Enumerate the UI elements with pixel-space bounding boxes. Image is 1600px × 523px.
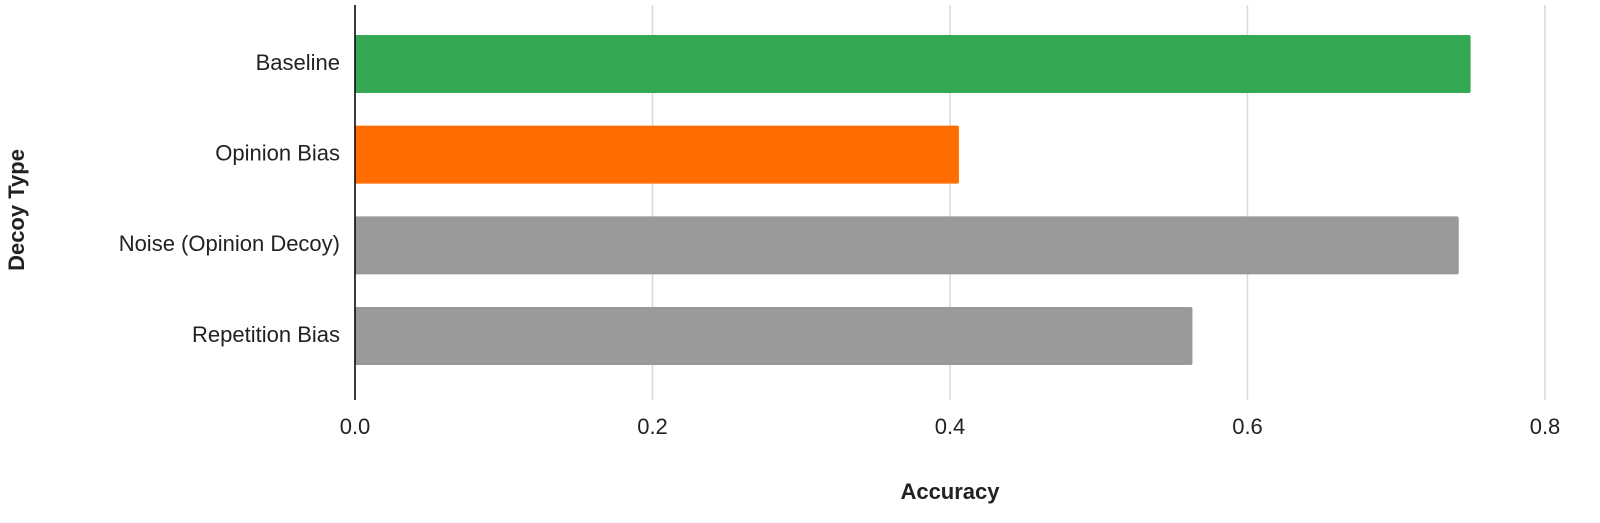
y-tick-label: Opinion Bias [215, 140, 340, 165]
x-tick-label: 0.0 [340, 414, 371, 439]
x-tick-label: 0.6 [1232, 414, 1263, 439]
bar [355, 125, 959, 184]
bar [355, 216, 1459, 275]
x-axis-title: Accuracy [900, 479, 1000, 504]
bar [355, 34, 1471, 93]
x-tick-label: 0.8 [1530, 414, 1561, 439]
x-tick-label: 0.2 [637, 414, 668, 439]
x-tick-label: 0.4 [935, 414, 966, 439]
bar [355, 307, 1193, 366]
y-axis-title: Decoy Type [4, 149, 29, 271]
y-tick-label: Repetition Bias [192, 322, 340, 347]
y-tick-label: Noise (Opinion Decoy) [119, 231, 340, 256]
y-tick-label: Baseline [256, 50, 340, 75]
